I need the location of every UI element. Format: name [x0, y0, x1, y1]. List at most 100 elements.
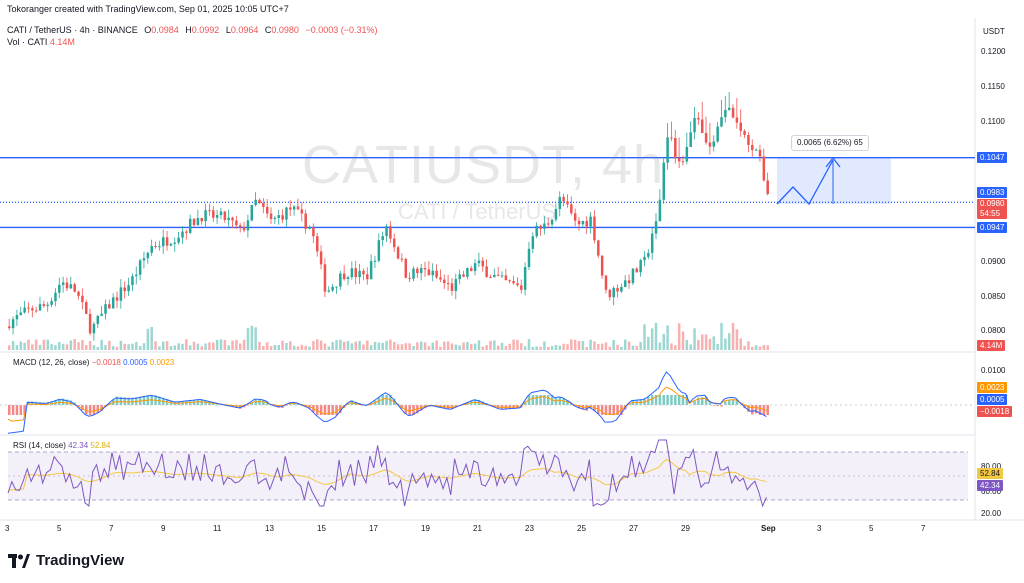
- volume-bar: [131, 343, 134, 350]
- macd-legend: MACD (12, 26, close) −0.0018 0.0005 0.00…: [13, 358, 175, 367]
- current-marker-badge: 0.0983: [977, 187, 1008, 198]
- volume-bar: [593, 341, 596, 350]
- macd-histogram-bar: [239, 405, 242, 409]
- macd-histogram-bar: [558, 397, 562, 405]
- volume-bar: [747, 341, 750, 350]
- volume-bar: [92, 345, 96, 350]
- volume-bar: [496, 345, 500, 350]
- candle-body: [265, 206, 269, 214]
- volume-bar: [431, 342, 434, 350]
- candle-body: [393, 238, 396, 248]
- candle-body: [354, 268, 357, 278]
- candle-body: [188, 218, 192, 233]
- time-tick: 3: [817, 524, 822, 533]
- macd-histogram-bar: [581, 405, 585, 410]
- macd-histogram-bar: [604, 405, 608, 415]
- volume-bar: [242, 339, 246, 350]
- macd-histogram-bar: [697, 397, 700, 405]
- volume-bar: [446, 341, 450, 350]
- volume-bar: [604, 342, 608, 350]
- candle-body: [624, 280, 627, 287]
- candle-body: [162, 237, 165, 247]
- volume-bar: [269, 346, 273, 350]
- candle-body: [362, 270, 365, 275]
- volume-bar: [69, 340, 73, 350]
- volume-bar: [281, 340, 284, 350]
- candle-body: [412, 268, 415, 279]
- candle-body: [50, 301, 53, 305]
- macd-histogram-bar: [616, 405, 619, 415]
- volume-bar: [562, 343, 565, 350]
- volume-bar: [331, 341, 334, 350]
- volume-bar: [508, 343, 511, 350]
- candle-body: [662, 162, 665, 200]
- macd-histogram-bar: [535, 395, 538, 405]
- candle-body: [300, 209, 304, 214]
- volume-value: 4.14M: [49, 37, 75, 47]
- open-value: 0.0984: [151, 25, 179, 35]
- volume-bar: [362, 344, 365, 350]
- candle-body: [527, 248, 531, 268]
- volume-bar: [712, 336, 716, 350]
- candle-body: [716, 126, 719, 142]
- candle-body: [520, 285, 523, 290]
- candle-body: [23, 307, 26, 313]
- volume-bar: [677, 323, 681, 350]
- candle-body: [504, 275, 508, 281]
- candle-body: [539, 225, 542, 229]
- candle-body: [462, 274, 465, 277]
- macd-signal-badge: 0.0023: [977, 382, 1008, 393]
- candle-body: [508, 280, 511, 282]
- candle-body: [446, 283, 450, 285]
- volume-bar: [758, 346, 762, 350]
- rsi-axis-tick: 80.00: [981, 462, 1002, 471]
- projection-label[interactable]: 0.0065 (6.62%) 65: [791, 135, 869, 151]
- time-tick: 9: [161, 524, 166, 533]
- volume-bar: [135, 341, 138, 350]
- candle-body: [643, 256, 646, 261]
- candle-body: [385, 226, 388, 237]
- rsi-value: 42.34: [68, 441, 89, 450]
- macd-histogram-bar: [654, 395, 658, 405]
- candle-body: [419, 268, 423, 274]
- macd-histogram-bar: [65, 399, 69, 405]
- macd-histogram-bar: [61, 398, 65, 405]
- watermark-name: CATI / TetherUS: [398, 199, 557, 224]
- candle-body: [42, 304, 46, 307]
- projection-path: [776, 159, 834, 206]
- candle-body: [250, 204, 254, 221]
- macd-histogram-bar: [704, 396, 708, 405]
- volume-bar: [46, 339, 49, 350]
- candle-body: [273, 217, 277, 220]
- macd-histogram-bar: [662, 395, 665, 405]
- candle-body: [15, 315, 19, 320]
- volume-bar: [697, 339, 700, 350]
- candle-body: [215, 215, 219, 218]
- macd-histogram-bar: [254, 399, 257, 405]
- tradingview-logo[interactable]: TradingView: [8, 552, 124, 569]
- volume-bar: [458, 345, 461, 350]
- volume-bar: [573, 339, 577, 350]
- macd-histogram-bar: [712, 405, 716, 406]
- time-tick: 25: [577, 524, 586, 533]
- candle-body: [154, 246, 157, 248]
- macd-histogram-bar: [681, 395, 685, 405]
- candle-body: [242, 226, 246, 231]
- macd-histogram-bar: [566, 400, 569, 405]
- candle-body: [608, 289, 612, 298]
- volume-bar: [196, 343, 200, 350]
- volume-bar: [123, 343, 126, 350]
- candle-body: [712, 141, 716, 147]
- macd-line: [7, 371, 767, 434]
- volume-bar: [674, 345, 677, 350]
- time-tick: 17: [369, 524, 378, 533]
- volume-bar: [246, 328, 250, 350]
- volume-bar: [504, 346, 508, 350]
- candle-body: [674, 138, 677, 158]
- volume-bar: [454, 344, 458, 350]
- macd-histogram-bar: [81, 405, 84, 411]
- macd-histogram-bar: [724, 401, 727, 405]
- time-tick: 13: [265, 524, 274, 533]
- candle-body: [604, 275, 608, 290]
